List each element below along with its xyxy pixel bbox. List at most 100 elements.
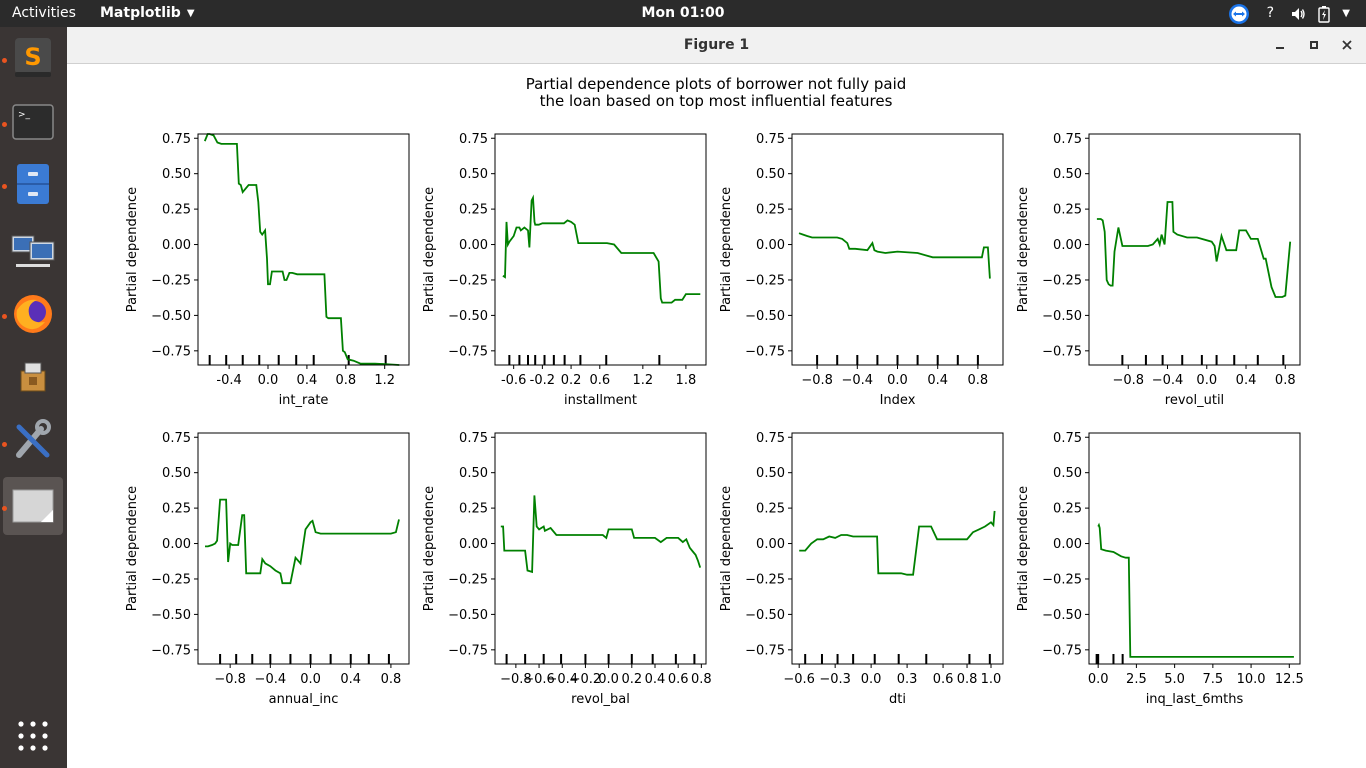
subplot-4-xtick-label: 0.4 (1236, 373, 1257, 388)
subplot-2-xtick-label: 1.2 (632, 373, 653, 388)
subplot-7-xtick-label: 0.6 (933, 672, 954, 687)
subplot-5-ytick-label: −0.50 (151, 608, 191, 623)
system-tray: ? ▼ (1228, 0, 1350, 27)
activities-button[interactable]: Activities (12, 5, 76, 21)
clock-area: Mon 01:00 (0, 0, 1366, 27)
installer-box-icon (20, 362, 46, 392)
subplot-7-axes-frame (791, 432, 1004, 665)
dock-item-terminal[interactable]: >_ (3, 93, 63, 151)
subplot-6-xtick-label: −0.8 (500, 672, 532, 687)
subplot-1-ytick-label: 0.00 (162, 238, 191, 253)
subplot-8-xtick-label: 2.5 (1126, 672, 1147, 687)
subplot-5-ytick-label: 0.50 (162, 466, 191, 481)
subplot-4-xtick-label: −0.4 (1152, 373, 1184, 388)
subplot-3-ytick-label: 0.00 (756, 238, 785, 253)
subplot-8-xtick-label: 0.0 (1088, 672, 1109, 687)
subplot-4-ytick-label: 0.25 (1053, 203, 1082, 218)
subplot-7-ytick-label: 0.00 (756, 537, 785, 552)
dock-item-remote-desktop[interactable] (3, 221, 63, 279)
subplot-8-ytick-label: −0.50 (1042, 608, 1082, 623)
subplot-7-xtick-label: −0.3 (819, 672, 851, 687)
subplot-3-ylabel: Partial dependence (719, 187, 734, 312)
dock-item-sublime-text[interactable]: S (3, 29, 63, 87)
subplot-8-ytick-label: −0.75 (1042, 643, 1082, 658)
subplot-2-ytick-label: 0.50 (459, 167, 488, 182)
maximize-button[interactable] (1304, 35, 1324, 55)
subplot-4-xlabel: revol_util (1165, 393, 1224, 408)
close-button[interactable] (1337, 35, 1357, 55)
sublime-text-icon: S (15, 38, 51, 77)
subplot-7-pd-line (799, 510, 996, 576)
system-menu-caret-icon[interactable]: ▼ (1342, 8, 1350, 19)
subplot-7-ylabel: Partial dependence (719, 486, 734, 611)
subplot-6-ytick-label: 0.25 (459, 502, 488, 517)
subplot-8: 0.75 0.50 0.25 0.00 −0.25 −0.50 −0.75 0.0 2.5 5.0… (1016, 431, 1304, 707)
subplot-2-ylabel: Partial dependence (422, 187, 437, 312)
subplot-1-xtick-label: -0.4 (216, 373, 241, 388)
subplot-4-ytick-label: 0.00 (1053, 238, 1082, 253)
subplot-8-ytick-label: −0.25 (1042, 572, 1082, 587)
subplot-7: 0.75 0.50 0.25 0.00 −0.25 −0.50 −0.75 −0.6 −0.3 0… (719, 431, 1004, 707)
battery-icon[interactable] (1318, 5, 1330, 23)
svg-text:>_: >_ (18, 110, 31, 120)
menu-caret-icon: ▼ (186, 8, 195, 19)
subplot-2-xtick-label: 1.8 (676, 373, 697, 388)
subplot-5-xlabel: annual_inc (269, 692, 339, 707)
subplot-5-ytick-label: −0.25 (151, 572, 191, 587)
show-applications-button[interactable] (3, 707, 63, 765)
volume-icon[interactable] (1290, 6, 1306, 22)
subplot-4-xtick-label: −0.8 (1112, 373, 1144, 388)
file-cabinet-icon (17, 164, 49, 204)
subplot-6-xtick-label: 0.6 (668, 672, 689, 687)
subplot-1-ytick-label: −0.25 (151, 273, 191, 288)
subplot-6-ytick-label: −0.50 (448, 608, 488, 623)
teamviewer-icon[interactable] (1228, 3, 1250, 25)
subplot-1-xtick-label: 0.4 (297, 373, 318, 388)
subplot-2-xtick-label: -0.2 (530, 373, 555, 388)
subplot-6-xtick-label: 0.2 (621, 672, 642, 687)
subplot-6-xtick-label: −0.2 (570, 672, 602, 687)
top-bar: Activities Matplotlib ▼ Mon 01:00 ? ▼ (0, 0, 1366, 27)
subplot-1-xtick-label: 0.0 (258, 373, 279, 388)
subplot-8-pd-line (1097, 522, 1294, 658)
clock[interactable]: Mon 01:00 (641, 5, 725, 21)
dock-item-installer[interactable] (3, 348, 63, 406)
dock-item-firefox[interactable] (3, 285, 63, 343)
minimize-icon (1276, 47, 1284, 49)
dock-item-system-tools[interactable] (3, 412, 63, 470)
dock-item-matplotlib-figure[interactable] (3, 477, 63, 535)
subplot-5-ytick-label: 0.75 (162, 431, 191, 446)
app-menu-label: Matplotlib (100, 5, 181, 21)
subplot-1-pd-line (203, 133, 400, 366)
subplot-6-ytick-label: 0.50 (459, 466, 488, 481)
subplot-4-pd-line (1096, 201, 1292, 298)
subplot-5-xtick-label: −0.8 (214, 672, 246, 687)
dock-item-file-manager[interactable] (3, 155, 63, 213)
subplot-3-axes-frame (791, 133, 1004, 366)
subplot-7-ytick-label: −0.25 (745, 572, 785, 587)
svg-text:S: S (24, 43, 41, 71)
subplot-2-ytick-label: 0.25 (459, 203, 488, 218)
subplot-3-xtick-label: −0.4 (842, 373, 874, 388)
window-titlebar[interactable]: Figure 1 (67, 27, 1366, 64)
subplot-6-xtick-label: 0.0 (598, 672, 619, 687)
figure-suptitle-line1: Partial dependence plots of borrower not… (526, 75, 907, 93)
subplot-6-ytick-label: 0.75 (459, 431, 488, 446)
firefox-icon (14, 295, 52, 333)
subplot-1-xtick-label: 0.8 (335, 373, 356, 388)
subplot-3-ytick-label: −0.25 (745, 273, 785, 288)
subplot-4-ytick-label: −0.25 (1042, 273, 1082, 288)
window-title: Figure 1 (683, 37, 750, 53)
subplot-5-ytick-label: 0.00 (162, 537, 191, 552)
app-grid-icon (18, 721, 48, 751)
subplot-3-xlabel: Index (880, 393, 916, 408)
dock: S >_ (0, 27, 67, 768)
minimize-button[interactable] (1270, 35, 1290, 55)
subplot-4-ytick-label: 0.50 (1053, 167, 1082, 182)
figure-window: Figure 1 Partial dependence plots of bor… (67, 27, 1366, 768)
subplot-8-ytick-label: 0.75 (1053, 431, 1082, 446)
subplot-8-xtick-label: 7.5 (1203, 672, 1224, 687)
help-icon[interactable]: ? (1266, 5, 1275, 21)
app-menu[interactable]: Matplotlib ▼ (100, 0, 195, 27)
subplot-6-ytick-label: −0.25 (448, 572, 488, 587)
